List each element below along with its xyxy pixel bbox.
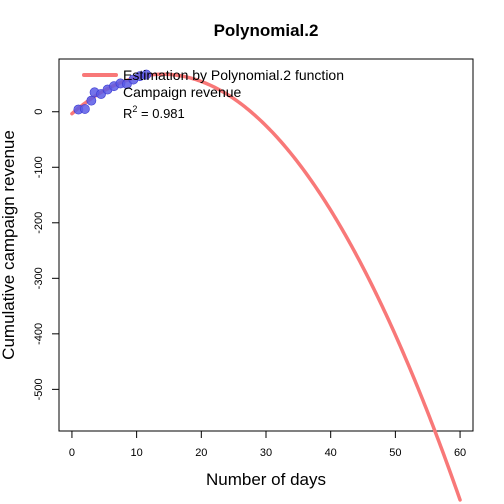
x-tick-label: 30	[260, 447, 272, 459]
r2-prefix: R	[123, 106, 132, 121]
data-point	[80, 104, 89, 113]
y-tick-label: -200	[33, 212, 45, 234]
y-axis: 0 -100 -200 -300 -400 -500	[33, 109, 59, 401]
legend: Estimation by Polynomial.2 function Camp…	[84, 67, 344, 121]
r-squared-label: R2 = 0.981	[123, 104, 185, 121]
y-tick-label: -100	[33, 156, 45, 178]
x-tick-label: 0	[69, 447, 75, 459]
x-tick-label: 20	[195, 447, 207, 459]
y-axis-label: Cumulative campaign revenue	[0, 130, 18, 360]
legend-points-label: Campaign revenue	[123, 84, 242, 100]
y-tick-label: -300	[33, 267, 45, 289]
data-point	[87, 96, 96, 105]
x-axis-label: Number of days	[206, 470, 326, 489]
x-tick-label: 50	[389, 447, 401, 459]
y-tick-label: -500	[33, 378, 45, 400]
y-tick-label: -400	[33, 323, 45, 345]
y-tick-label: 0	[33, 109, 45, 115]
r2-value: = 0.981	[137, 106, 184, 121]
x-axis: 0 10 20 30 40 50 60	[69, 431, 466, 459]
chart-title: Polynomial.2	[214, 21, 319, 40]
x-tick-label: 40	[325, 447, 337, 459]
x-tick-label: 10	[131, 447, 143, 459]
x-tick-label: 60	[454, 447, 466, 459]
legend-fit-label: Estimation by Polynomial.2 function	[123, 67, 344, 83]
